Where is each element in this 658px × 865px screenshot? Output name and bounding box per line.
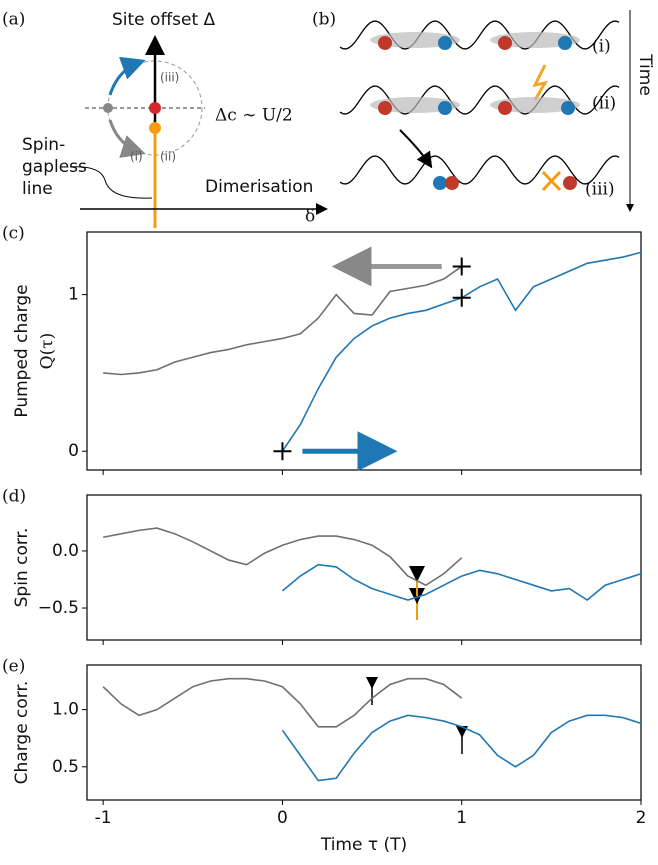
- x-tick-label: 2: [636, 808, 647, 828]
- y-tick-label: 0.5: [52, 757, 79, 777]
- label: line: [22, 179, 53, 199]
- data-line: [102, 527, 463, 587]
- data-line: [281, 251, 642, 452]
- bond: [370, 97, 460, 113]
- lattice: [339, 155, 620, 185]
- y-tick-label: −0.5: [38, 598, 79, 618]
- plot-frame: [86, 494, 642, 641]
- x-tick-label: 1: [456, 808, 467, 828]
- cross: [541, 170, 562, 192]
- label: (ii): [592, 94, 616, 114]
- atom: [433, 176, 447, 190]
- panel-label: (a): [2, 10, 25, 30]
- label: (i): [592, 37, 611, 57]
- y-tick-label: 0: [68, 441, 79, 461]
- atom: [558, 36, 572, 50]
- y-tick-label: 1.0: [52, 700, 79, 720]
- data-line: [281, 714, 642, 782]
- label: (iii): [585, 180, 615, 200]
- dot: [149, 122, 161, 134]
- diagram-b: (b) (i) (ii) (iii) Time: [312, 10, 655, 212]
- atom: [438, 101, 452, 115]
- plus-marker: [452, 288, 471, 307]
- label: (iii): [160, 71, 179, 85]
- bond: [490, 97, 580, 113]
- label: Spin-: [22, 135, 65, 155]
- arrow: [108, 56, 146, 96]
- diagram-a: (a) Site offset Δ (iii) Δc ∼ U/2 Spin- g…: [2, 10, 328, 228]
- data-line: [281, 563, 642, 602]
- label: Δc ∼ U/2: [215, 106, 293, 126]
- label: (ii): [160, 150, 176, 164]
- arrow: [108, 119, 146, 158]
- axis-title: Site offset Δ: [112, 10, 216, 30]
- data-line: [102, 677, 463, 728]
- panel-label: (d): [2, 487, 26, 507]
- x-tick-label: -1: [95, 808, 112, 828]
- dot: [103, 103, 113, 113]
- annotations: [366, 566, 468, 754]
- atom: [563, 176, 577, 190]
- pointer: [69, 166, 153, 199]
- y-tick-label: 1: [68, 285, 79, 305]
- label: Time: [635, 53, 655, 96]
- y-axis-title: Q(τ): [38, 333, 58, 370]
- x-tick-label: 0: [277, 808, 288, 828]
- y-tick-label: 0.0: [52, 541, 79, 561]
- y-axis-title: Spin corr.: [12, 528, 32, 608]
- panel-label: (b): [312, 10, 336, 30]
- label: Dimerisation: [205, 177, 313, 197]
- atom: [378, 36, 392, 50]
- bond: [490, 32, 580, 48]
- label: gapless: [22, 157, 87, 177]
- plus-marker: [273, 442, 292, 461]
- atom: [438, 36, 452, 50]
- y-axis-title: Pumped charge: [12, 284, 32, 417]
- x-axis-title: Time τ (T): [320, 835, 407, 855]
- bolt: [532, 64, 548, 101]
- label: (i): [130, 150, 143, 164]
- y-axis-title: Charge corr.: [12, 681, 32, 785]
- panel-label: (e): [2, 657, 25, 677]
- label: δ: [305, 207, 315, 227]
- data-line: [103, 265, 463, 376]
- atom: [378, 101, 392, 115]
- atom: [498, 36, 512, 50]
- atom: [445, 176, 459, 190]
- atom: [561, 101, 575, 115]
- plot-frame: [86, 664, 642, 801]
- bond: [370, 32, 460, 48]
- dot: [149, 102, 161, 114]
- arrow: [399, 129, 433, 169]
- panel-label: (c): [2, 224, 25, 244]
- atom: [498, 101, 512, 115]
- plus-marker: [452, 257, 471, 276]
